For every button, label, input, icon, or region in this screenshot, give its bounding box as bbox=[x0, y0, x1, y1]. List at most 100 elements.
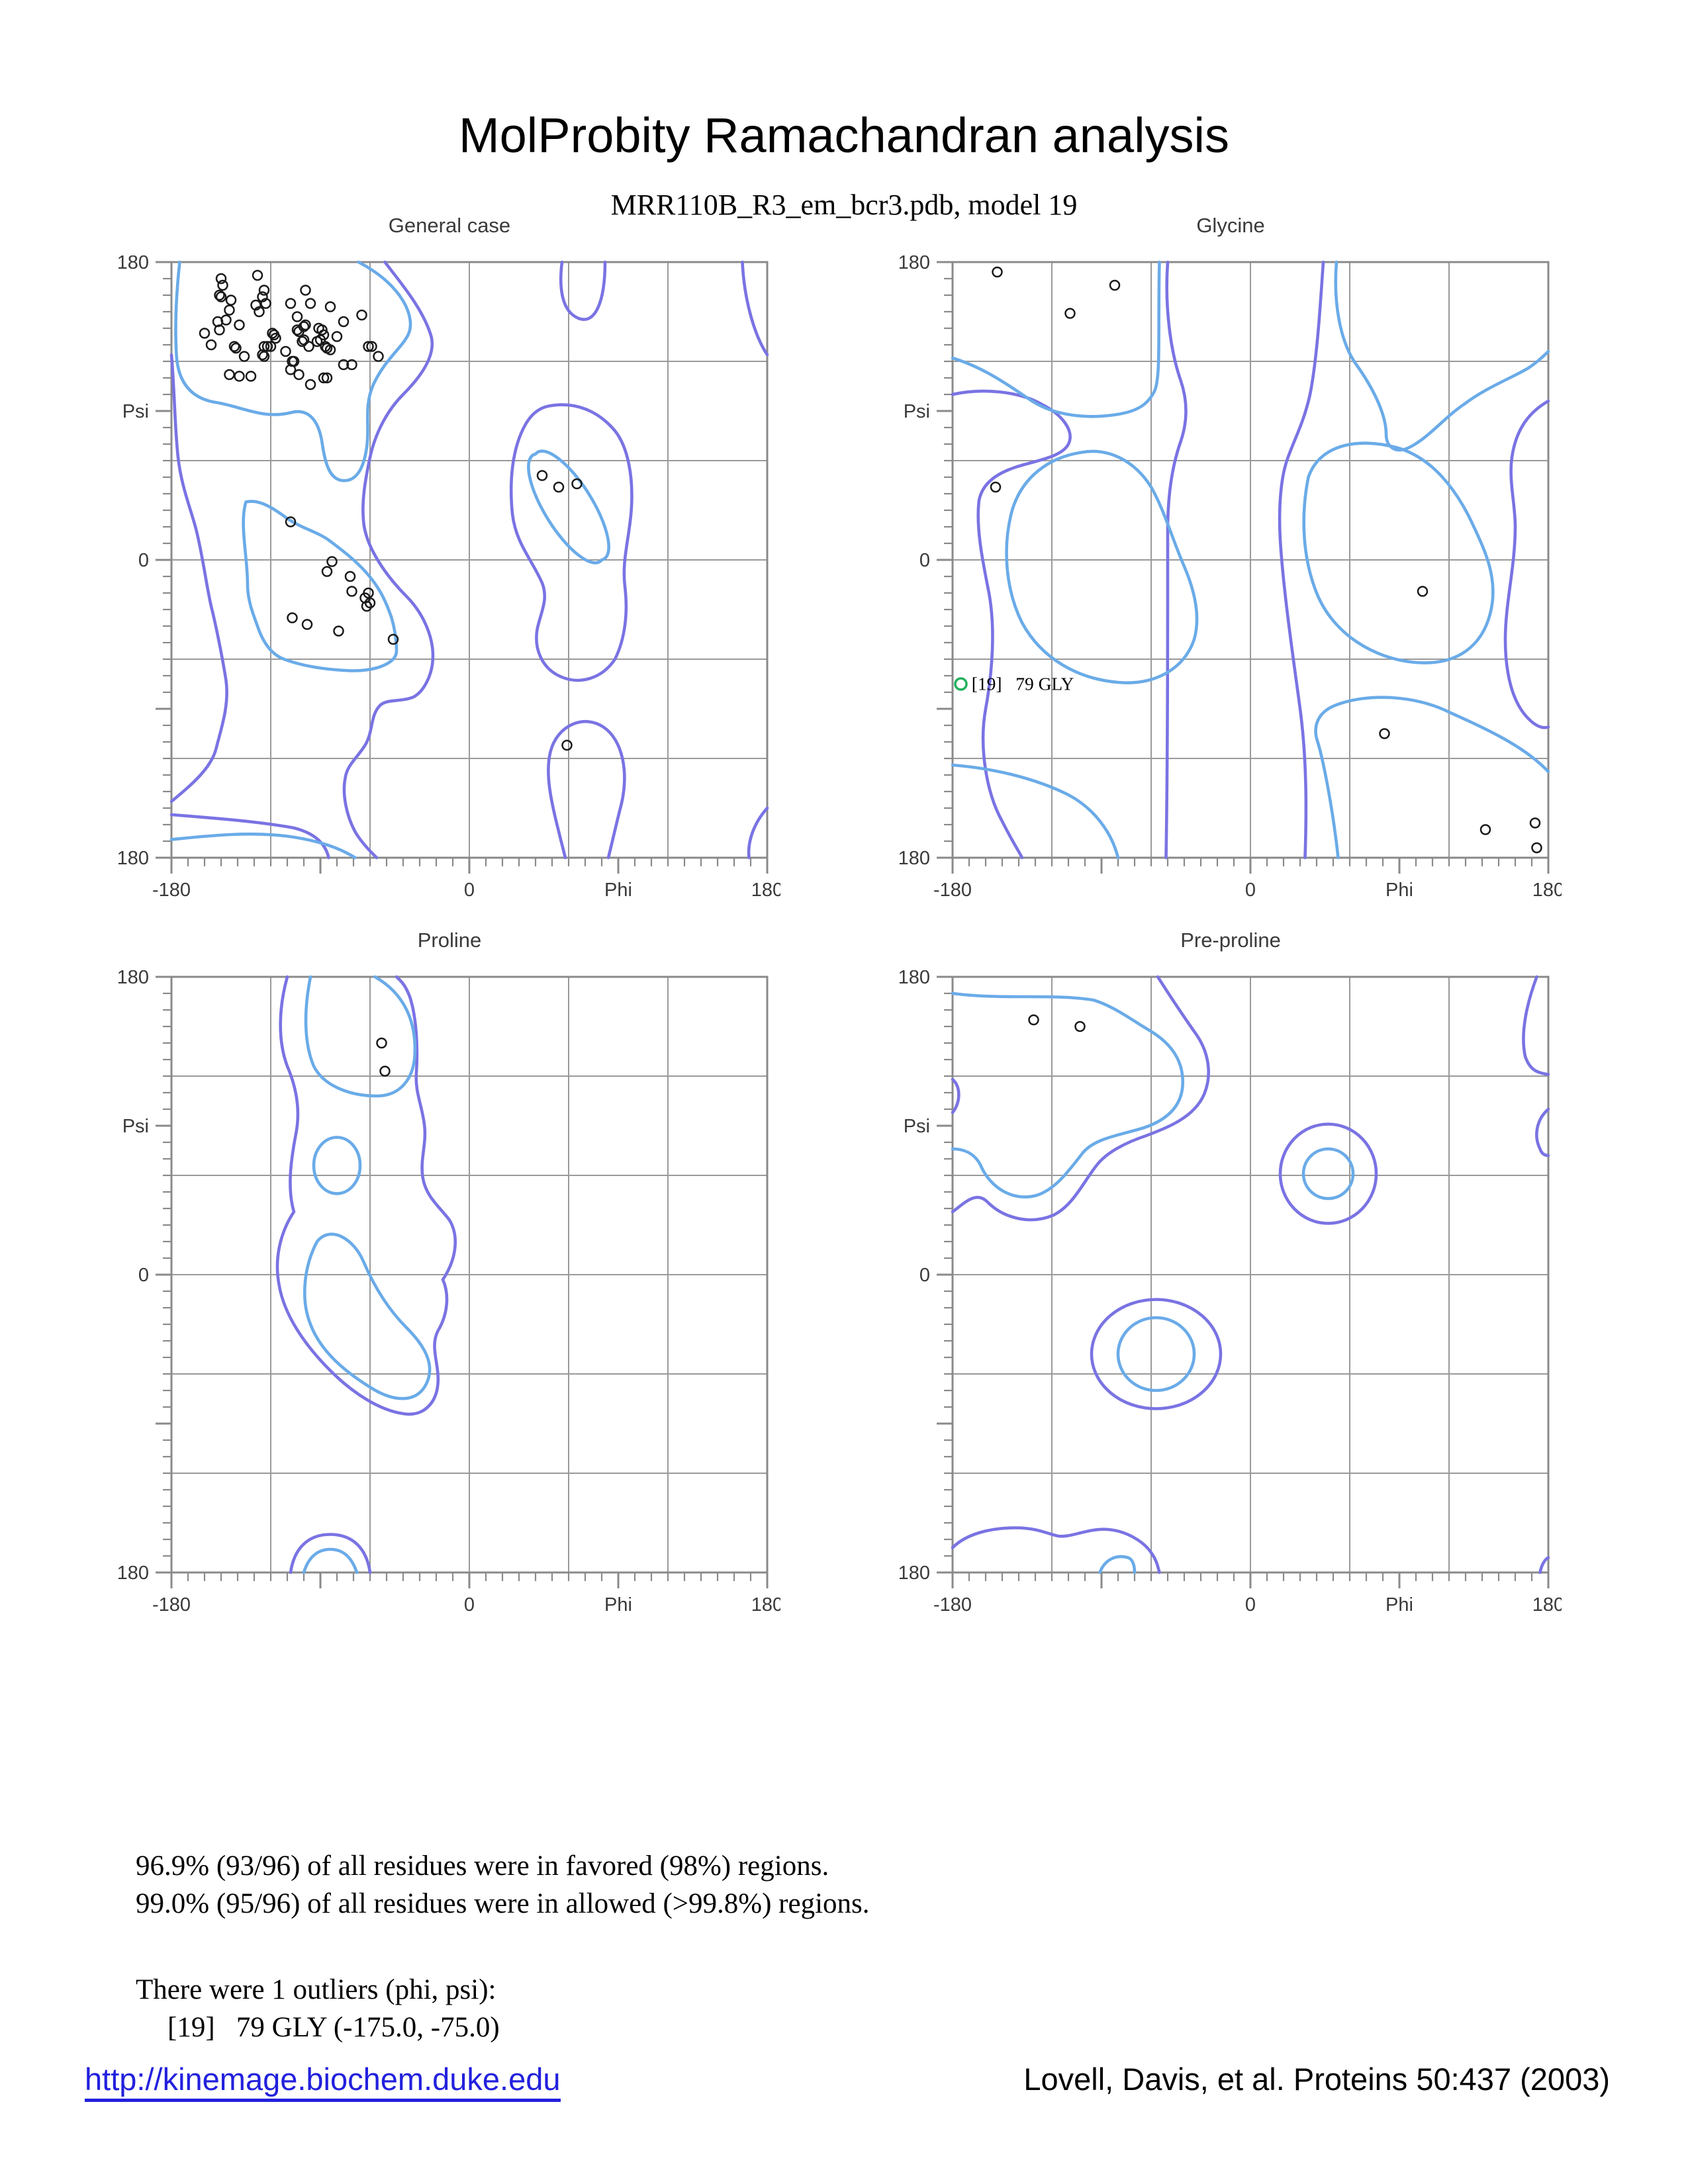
data-point bbox=[333, 625, 344, 637]
favored-contour bbox=[1098, 1555, 1137, 1574]
plot-general-case: General case 180 Psi 0 -180-180 0 Phi 180 bbox=[118, 214, 780, 897]
data-point bbox=[300, 285, 311, 296]
x-axis-label: -180 bbox=[152, 880, 191, 897]
allowed-contour bbox=[289, 1533, 372, 1574]
x-axis-label: 0 bbox=[464, 880, 475, 897]
data-point bbox=[291, 311, 303, 322]
data-point bbox=[254, 306, 265, 318]
plot-canvas: 180 Psi 0 -180-180 0 Phi 180 [19] 79 GLY bbox=[900, 255, 1562, 897]
allowed-contour bbox=[951, 975, 1210, 1222]
data-point bbox=[387, 633, 399, 645]
data-point bbox=[301, 619, 313, 630]
data-point bbox=[199, 328, 211, 339]
data-point bbox=[318, 329, 330, 341]
plot-content: [19] 79 GLY bbox=[951, 260, 1550, 860]
favored-contour bbox=[242, 500, 399, 672]
x-axis-label: -180 bbox=[933, 880, 972, 897]
data-point bbox=[361, 600, 373, 612]
data-point bbox=[285, 516, 297, 527]
allowed-contour bbox=[951, 1526, 1161, 1574]
data-point bbox=[363, 341, 374, 352]
y-axis-label: Psi bbox=[122, 401, 149, 422]
data-point bbox=[252, 269, 263, 281]
favored-contour bbox=[174, 260, 412, 482]
y-axis-label: 180 bbox=[118, 255, 149, 273]
x-axis-label: 180 bbox=[751, 880, 780, 897]
y-axis-label: Psi bbox=[122, 1116, 149, 1137]
data-point bbox=[287, 612, 298, 623]
allowed-contour bbox=[951, 1077, 961, 1115]
y-axis-label: 0 bbox=[919, 550, 930, 571]
favored-contour bbox=[312, 1136, 362, 1195]
x-axis-label: Phi bbox=[604, 880, 632, 897]
y-axis-label: Psi bbox=[904, 1116, 930, 1137]
data-point bbox=[364, 597, 376, 609]
y-axis-label: -180 bbox=[118, 848, 149, 869]
allowed-contour bbox=[1535, 1107, 1550, 1158]
plot-proline: Proline 180 Psi 0 -180-180 0 Phi 180 bbox=[118, 929, 780, 1612]
data-point bbox=[363, 587, 374, 599]
plot-canvas: 180 Psi 0 -180-180 0 Phi 180 bbox=[118, 970, 780, 1612]
data-point bbox=[338, 316, 350, 328]
x-axis-label: 0 bbox=[1245, 880, 1256, 897]
citation-credit: Lovell, Davis, et al. Proteins 50:437 (2… bbox=[1023, 2062, 1610, 2097]
plot-pre-proline: Pre-proline 180 Psi 0 -180-180 0 Phi 180 bbox=[900, 929, 1562, 1612]
plot-canvas: 180 Psi 0 -180-180 0 Phi 180 bbox=[118, 255, 780, 897]
data-point bbox=[346, 586, 357, 597]
allowed-contour bbox=[1164, 260, 1188, 860]
data-point bbox=[234, 319, 245, 331]
data-point bbox=[217, 279, 228, 291]
data-point bbox=[224, 369, 235, 381]
data-point bbox=[331, 331, 343, 342]
data-point bbox=[561, 739, 573, 751]
favored-contour bbox=[1116, 1316, 1196, 1392]
y-axis-label: Psi bbox=[904, 401, 930, 422]
allowed-contour bbox=[1522, 975, 1550, 1076]
data-point bbox=[376, 1037, 387, 1049]
favored-contour bbox=[1302, 441, 1495, 664]
data-point bbox=[1529, 817, 1541, 829]
data-point bbox=[1417, 586, 1429, 597]
allowed-contour bbox=[509, 403, 633, 682]
ramachandran-plot-glycine: 180 Psi 0 -180-180 0 Phi 180 [19] 79 GLY bbox=[900, 255, 1562, 897]
allowed-contour bbox=[546, 719, 626, 860]
favored-contour bbox=[527, 449, 610, 565]
x-axis-label: 180 bbox=[1532, 1594, 1562, 1612]
plot-content bbox=[275, 975, 457, 1574]
x-axis-label: -180 bbox=[152, 1594, 191, 1612]
y-axis-label: -180 bbox=[900, 848, 930, 869]
data-point bbox=[373, 351, 384, 362]
data-point bbox=[536, 470, 548, 481]
x-axis-label: 180 bbox=[751, 1594, 780, 1612]
data-point bbox=[324, 301, 336, 312]
favored-contour bbox=[303, 1232, 432, 1400]
favored-contour bbox=[951, 260, 1161, 418]
data-point bbox=[303, 341, 314, 352]
data-point bbox=[257, 349, 268, 361]
data-point bbox=[305, 298, 316, 309]
allowed-contour bbox=[1503, 399, 1550, 729]
favored-contour bbox=[951, 763, 1120, 860]
data-point bbox=[990, 481, 1002, 493]
favored-contour bbox=[1314, 696, 1550, 860]
kinemage-link[interactable]: http://kinemage.biochem.duke.edu bbox=[85, 2061, 561, 2102]
data-point bbox=[224, 304, 235, 316]
data-point bbox=[214, 324, 225, 336]
data-point bbox=[571, 478, 583, 490]
plot-title-glycine: Glycine bbox=[1196, 214, 1265, 237]
y-axis-label: 0 bbox=[138, 550, 149, 571]
x-axis-label: -180 bbox=[933, 1594, 972, 1612]
plot-title-general-case: General case bbox=[388, 214, 511, 237]
allowed-contour bbox=[342, 260, 435, 860]
allowed-contour bbox=[1090, 1298, 1223, 1410]
data-point bbox=[228, 341, 240, 352]
y-axis-label: -180 bbox=[118, 1563, 149, 1584]
data-point bbox=[992, 266, 1003, 278]
data-point bbox=[261, 341, 273, 352]
data-point bbox=[258, 285, 270, 296]
data-point bbox=[205, 339, 217, 351]
y-axis-label: 180 bbox=[900, 255, 930, 273]
data-point bbox=[238, 351, 250, 362]
summary-outliers-header: There were 1 outliers (phi, psi): bbox=[136, 1974, 496, 2005]
